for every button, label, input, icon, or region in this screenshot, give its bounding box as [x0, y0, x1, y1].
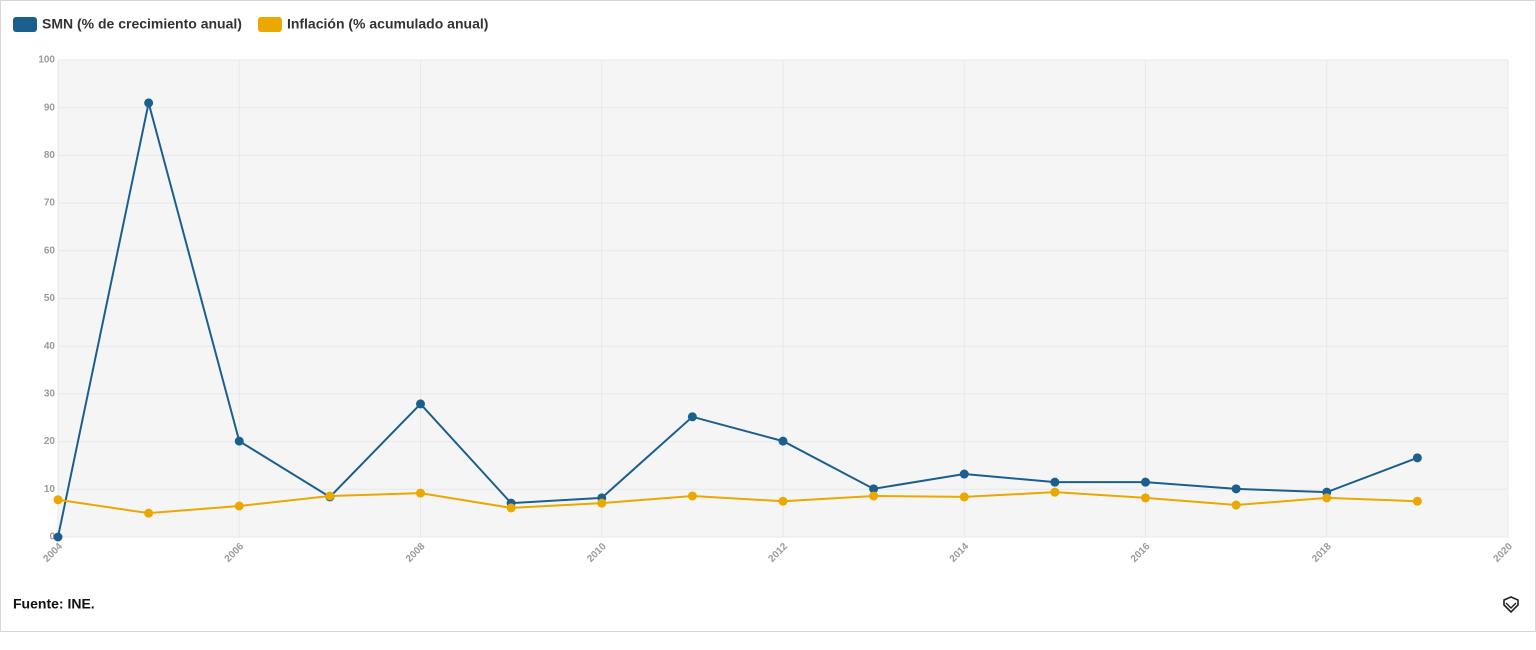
x-tick-label: 2006 [223, 541, 247, 565]
x-tick-label: 2012 [766, 541, 790, 565]
x-tick-label: 2010 [585, 541, 609, 565]
logo-icon [1503, 596, 1519, 614]
y-tick-label: 70 [44, 198, 56, 209]
y-tick-label: 80 [44, 150, 56, 161]
data-point [959, 492, 969, 502]
y-tick-label: 100 [38, 55, 55, 66]
data-point [416, 488, 425, 498]
data-point [234, 501, 244, 511]
data-point [959, 469, 969, 479]
data-point [144, 98, 154, 108]
legend-swatch [257, 17, 282, 32]
y-tick-label: 40 [44, 341, 56, 352]
data-point [778, 436, 788, 446]
data-point [1412, 453, 1422, 463]
grid [57, 59, 1509, 538]
data-point [1322, 493, 1332, 503]
x-tick-label: 2016 [1129, 541, 1153, 565]
data-point [1412, 496, 1422, 506]
legend-swatch [13, 17, 37, 32]
series-line [57, 491, 1418, 515]
y-tick-label: 20 [44, 436, 56, 447]
data-point [1050, 477, 1060, 487]
data-point [1141, 493, 1150, 503]
x-tick-label: 2018 [1310, 541, 1334, 565]
x-tick-label: 2020 [1491, 541, 1515, 565]
data-point [53, 495, 63, 505]
legend-label: Inflación (% acumulado anual) [287, 16, 488, 32]
y-tick-label: 50 [44, 293, 56, 304]
data-point [325, 491, 335, 501]
data-point [1231, 500, 1241, 510]
x-tick-label: 2014 [948, 541, 972, 565]
x-tick-label: 2008 [404, 541, 428, 565]
data-point [144, 508, 154, 518]
data-point [597, 498, 607, 508]
data-point [778, 496, 788, 506]
series-line [57, 102, 1418, 538]
y-tick-label: 0 [49, 532, 55, 543]
data-point [416, 399, 425, 409]
source-note: Fuente: INE. [13, 596, 95, 612]
data-point [687, 412, 697, 422]
data-point [53, 532, 63, 542]
x-tick-label: 2004 [41, 541, 65, 565]
legend-label: SMN (% de crecimiento anual) [42, 16, 242, 32]
data-point [1231, 484, 1241, 494]
data-point [1141, 477, 1150, 487]
data-point [1050, 487, 1060, 497]
data-point [506, 503, 516, 513]
y-tick-label: 90 [44, 102, 56, 113]
y-tick-label: 60 [44, 245, 56, 256]
data-point [687, 491, 697, 501]
y-tick-label: 10 [44, 484, 56, 495]
y-tick-label: 30 [44, 389, 56, 400]
data-point [234, 436, 244, 446]
data-point [869, 491, 879, 501]
data-point [869, 484, 879, 494]
